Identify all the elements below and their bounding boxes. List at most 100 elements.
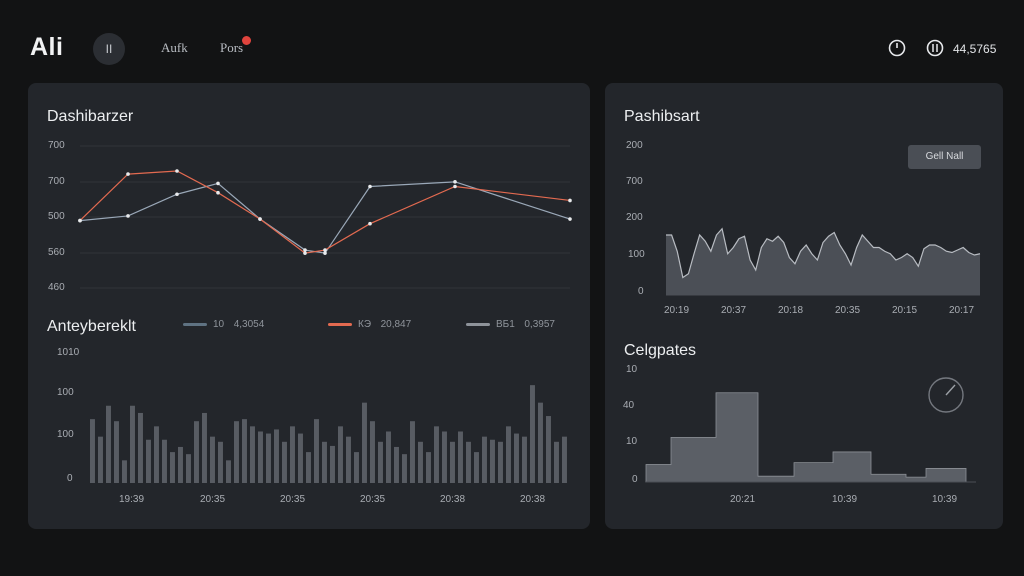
step-ytick: 10 (626, 436, 638, 447)
line-point (175, 192, 179, 197)
bar-xtick: 20:38 (440, 494, 466, 505)
loading-dial-icon[interactable] (927, 376, 965, 414)
bar (306, 452, 311, 483)
line-series (79, 181, 571, 254)
bar (482, 436, 487, 483)
legend-value: 4,3054 (233, 319, 265, 330)
area-ytick: 200 (626, 212, 643, 223)
bar-ytick: 100 (57, 387, 74, 398)
step-ytick: 0 (632, 474, 638, 485)
line-ytick: 560 (48, 247, 65, 258)
bar (274, 429, 279, 483)
clock-icon[interactable] (888, 39, 906, 57)
bar (386, 431, 391, 483)
bar (322, 441, 327, 483)
bar (186, 454, 191, 483)
step-area (645, 392, 967, 483)
line-point (323, 251, 327, 255)
bar (418, 441, 423, 483)
step-ytick: 10 (626, 364, 638, 375)
legend-item[interactable]: КЭ 20,847 (328, 319, 411, 330)
bar (354, 452, 359, 483)
bar (506, 426, 511, 483)
step-xtick: 10:39 (832, 494, 858, 505)
legend-item[interactable]: 10 4,3054 (183, 319, 264, 330)
segment-toggle[interactable]: Gell Nall (908, 145, 981, 169)
bar (250, 426, 255, 483)
nav-link-aufk[interactable]: Aufk (161, 40, 188, 55)
step-xtick: 10:39 (932, 494, 958, 505)
line-point (453, 184, 457, 189)
bar (338, 426, 343, 483)
bar (170, 452, 175, 483)
bar (154, 426, 159, 483)
bar (258, 431, 263, 483)
line-point (303, 251, 307, 255)
bar (466, 441, 471, 483)
bar (394, 446, 399, 483)
bar-xtick: 20:38 (520, 494, 546, 505)
bar (546, 416, 551, 483)
legend-swatch (183, 322, 207, 326)
line-chart (78, 145, 572, 289)
bar-xtick: 20:35 (200, 494, 226, 505)
area-ytick: 0 (638, 286, 644, 297)
bar (538, 402, 543, 483)
legend-value: 20,847 (380, 319, 412, 330)
area-ytick: 700 (626, 176, 643, 187)
line-point (368, 221, 372, 226)
line-point (368, 184, 372, 189)
bar (434, 426, 439, 483)
bar (98, 436, 103, 483)
bar (266, 433, 271, 483)
bar (458, 431, 463, 483)
bar (530, 385, 535, 483)
area-fill (666, 228, 980, 295)
legend-code: ВБ1 (496, 319, 515, 330)
bar (298, 433, 303, 483)
bar (194, 421, 199, 483)
bar (346, 436, 351, 483)
bar (290, 426, 295, 483)
area-xtick: 20:35 (835, 305, 861, 316)
top-count: 44,5765 (953, 42, 997, 56)
bar (514, 433, 519, 483)
legend-swatch (466, 322, 490, 326)
legend-code: КЭ (358, 319, 372, 330)
nav-link-pors[interactable]: Pors (220, 40, 244, 55)
bar (490, 439, 495, 483)
bar (234, 421, 239, 483)
bar (362, 402, 367, 483)
line-point (78, 218, 82, 223)
bar (218, 441, 223, 483)
line-point (323, 248, 327, 252)
bar-ytick: 0 (67, 473, 73, 484)
bar (210, 436, 215, 483)
line-point (126, 214, 130, 218)
bar-xtick: 20:35 (280, 494, 306, 505)
bar-xtick: 19:39 (119, 494, 145, 505)
bar-ytick: 1010 (57, 347, 80, 358)
bar-chart (90, 385, 567, 483)
line-point (568, 217, 572, 221)
bar (90, 419, 95, 483)
line-ytick: 460 (48, 282, 65, 293)
line-point (258, 217, 262, 221)
line-point (453, 180, 457, 184)
brand-logo[interactable]: Ali (30, 33, 64, 61)
line-ytick: 700 (48, 176, 65, 187)
bar (202, 412, 207, 483)
line-point (568, 198, 572, 203)
legend-value: 0,3957 (524, 319, 555, 330)
area-xtick: 20:19 (664, 305, 690, 316)
line-point (216, 190, 220, 195)
stack-icon[interactable] (926, 39, 944, 57)
bar-ytick: 100 (57, 429, 74, 440)
bar (162, 439, 167, 483)
area-xtick: 20:17 (949, 305, 975, 316)
nav-pill[interactable]: II (93, 33, 125, 65)
line-ytick: 700 (48, 140, 65, 151)
legend-item[interactable]: ВБ1 0,3957 (466, 319, 555, 330)
bar (242, 419, 247, 483)
bar (330, 445, 335, 483)
